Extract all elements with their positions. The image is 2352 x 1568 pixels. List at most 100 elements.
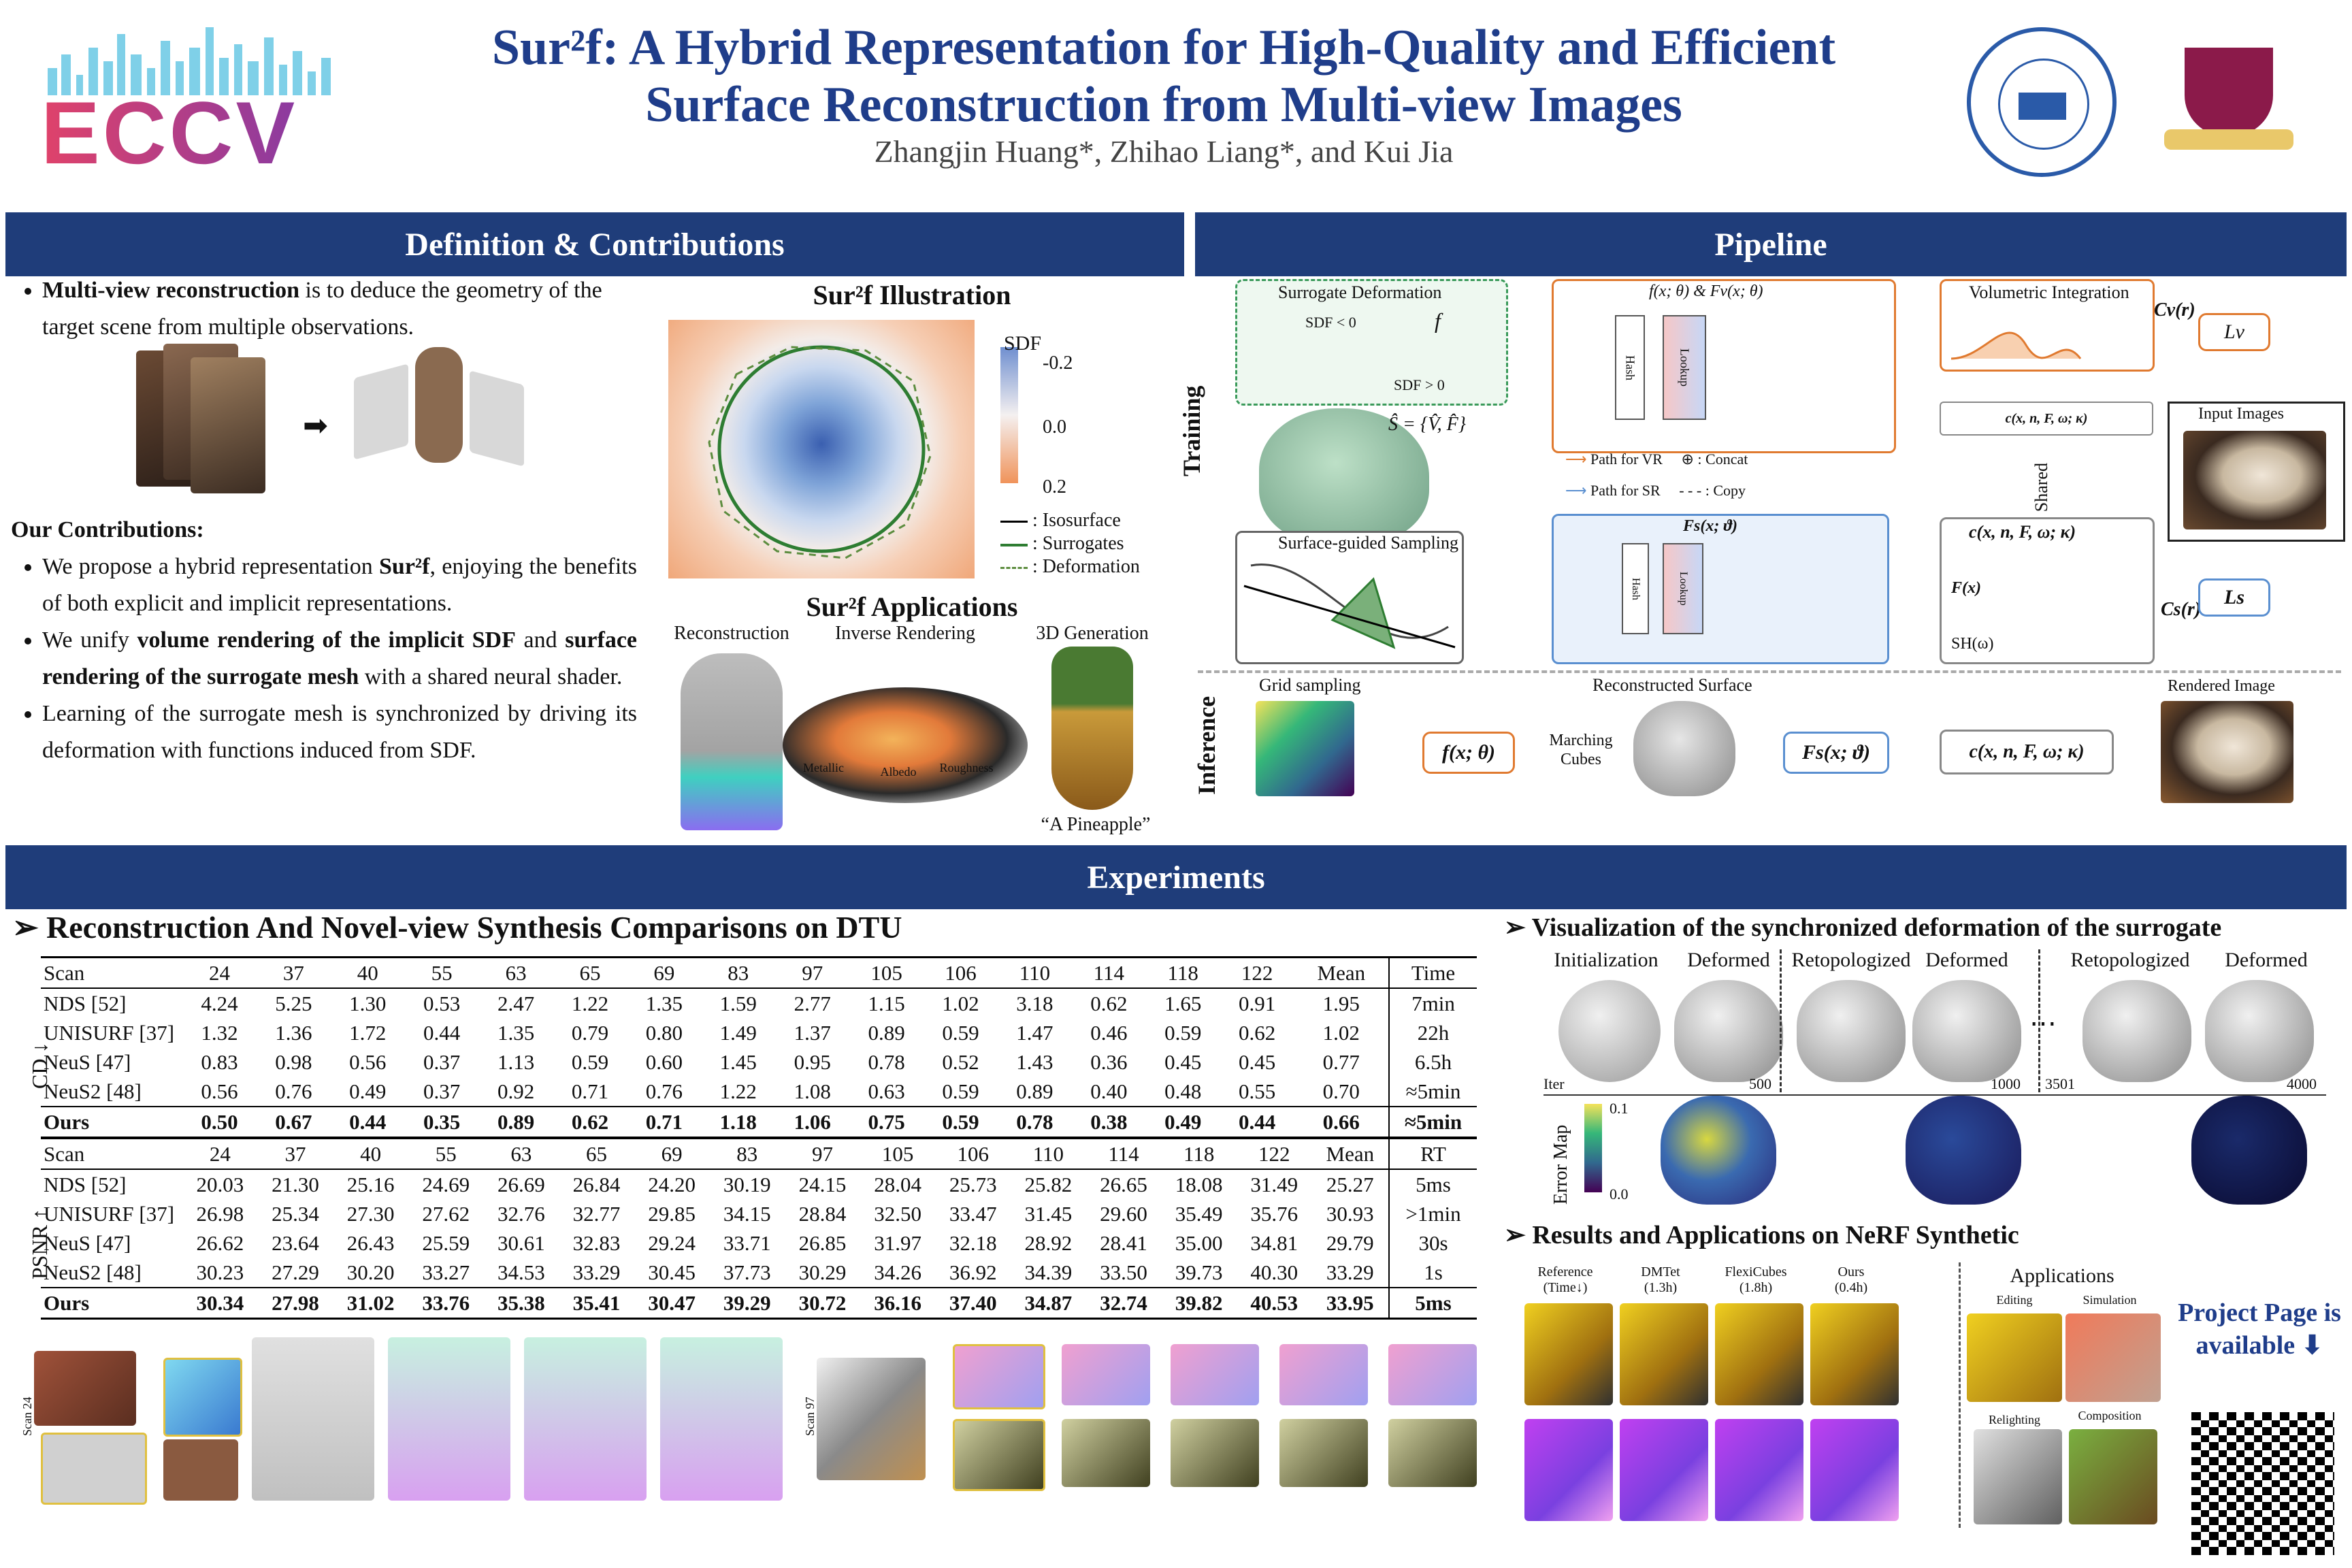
value-cell: 34.26 xyxy=(874,1260,921,1284)
sr-hash: Hash xyxy=(1622,543,1649,634)
table-row: Ours 30.34 27.98 31.02 33.76 35.38 35.41 30.47 3… xyxy=(41,1288,1477,1318)
value-cell: 25.27 xyxy=(1311,1169,1390,1199)
table-heading: ➢ Reconstruction And Novel-view Synthesi… xyxy=(12,910,902,945)
table-row: UNISURF [37] 1.32 1.36 1.72 0.44 1.35 0.79 0.80… xyxy=(41,1018,1477,1047)
applications-label: Applications xyxy=(2010,1264,2114,1287)
value-cell: 34.39 xyxy=(1024,1260,1073,1284)
value-cell: 1.45 xyxy=(719,1049,757,1074)
value-cell: 34.81 xyxy=(1250,1230,1298,1255)
value-cell: 30.23 xyxy=(196,1260,244,1284)
value-cell: 1.59 xyxy=(719,991,757,1015)
header-cell: Time xyxy=(1411,960,1456,985)
project-page-label[interactable]: Project Page is available ⬇ xyxy=(2178,1298,2341,1360)
value-cell: 30.34 xyxy=(196,1290,244,1315)
iter-4000: 4000 xyxy=(2287,1075,2317,1092)
value-cell: 1.02 xyxy=(1294,1018,1390,1047)
value-cell: 1.65 xyxy=(1164,991,1202,1015)
table-row: NeuS2 [48] 0.56 0.76 0.49 0.37 0.92 0.71 0.76 1.… xyxy=(41,1077,1477,1107)
value-cell: 28.41 xyxy=(1100,1230,1147,1255)
ls-box: Ls xyxy=(2198,578,2270,617)
app-reconstruction: Reconstruction xyxy=(674,623,789,644)
contributions: Our Contributions: We propose a hybrid r… xyxy=(11,512,637,769)
arrow-bullet-icon: ➢ xyxy=(12,910,39,945)
header-cell: 63 xyxy=(505,960,527,985)
vr-hash: Hash xyxy=(1615,315,1645,420)
psnr-body: NDS [52] 20.03 21.30 25.16 24.69 26.69 26.84 24… xyxy=(41,1169,1477,1318)
value-cell: 0.76 xyxy=(645,1079,683,1103)
value-cell: 1.30 xyxy=(349,991,387,1015)
value-cell: 0.59 xyxy=(571,1049,609,1074)
simulation-render xyxy=(2065,1313,2161,1402)
header-cell: Scan xyxy=(44,1141,85,1166)
cv-label: Cv(r) xyxy=(2154,299,2195,321)
lego-grid xyxy=(1524,1303,1906,1528)
contribution-1: We propose a hybrid representation Sur²f… xyxy=(42,549,637,622)
value-cell: 25.16 xyxy=(346,1172,395,1196)
header-cell: 37 xyxy=(282,960,304,985)
shader-sh: SH(ω) xyxy=(1951,635,1994,653)
value-cell: 0.53 xyxy=(423,991,461,1015)
contribution-2: We unify volume rendering of the implici… xyxy=(42,622,637,696)
contributions-heading: Our Contributions: xyxy=(11,517,204,542)
method-cell: NeuS [47] xyxy=(44,1049,131,1074)
cs-label: Cs(r) xyxy=(2161,599,2202,620)
scan97-strip xyxy=(817,1344,1497,1501)
header-cell: 37 xyxy=(284,1141,306,1166)
vis-label-retopo-1: Retopologized xyxy=(1791,949,1911,971)
value-cell: 7min xyxy=(1411,991,1455,1015)
value-cell: 31.02 xyxy=(346,1290,395,1315)
header-cell: 40 xyxy=(360,1141,382,1166)
value-cell: 25.82 xyxy=(1024,1172,1073,1196)
qr-code-icon[interactable] xyxy=(2191,1412,2334,1555)
value-cell: 31.45 xyxy=(1024,1201,1073,1226)
iter-3501: 3501 xyxy=(2045,1075,2075,1092)
inference-label: Inference xyxy=(1193,696,1220,795)
header-cell: 24 xyxy=(209,1141,231,1166)
value-cell: 28.04 xyxy=(874,1172,921,1196)
value-cell: 0.49 xyxy=(349,1079,387,1103)
inference-shader-box: c(x, n, F, ω; κ) xyxy=(1940,730,2114,774)
value-cell: 39.29 xyxy=(723,1290,771,1315)
vis-label-retopo-2: Retopologized xyxy=(2070,949,2190,971)
value-cell: 1.49 xyxy=(719,1020,757,1045)
value-cell: 0.75 xyxy=(868,1109,905,1134)
banner-definition: Definition & Contributions xyxy=(5,212,1184,276)
value-cell: 0.46 xyxy=(1090,1020,1128,1045)
value-cell: 30.47 xyxy=(648,1290,696,1315)
value-cell: 1.32 xyxy=(201,1020,238,1045)
value-cell: ≈5min xyxy=(1404,1109,1463,1134)
value-cell: 0.89 xyxy=(1016,1079,1054,1103)
value-cell: 0.56 xyxy=(349,1049,387,1074)
value-cell: 26.43 xyxy=(346,1230,395,1255)
header-cell: 97 xyxy=(811,1141,833,1166)
value-cell: 4.24 xyxy=(201,991,238,1015)
table-row: NeuS2 [48] 30.23 27.29 30.20 33.27 34.53 33.29… xyxy=(41,1258,1477,1288)
app-3d-generation: 3D Generation xyxy=(1036,623,1149,644)
sr-lookup: Lookup xyxy=(1663,543,1703,634)
value-cell: 0.60 xyxy=(645,1049,683,1074)
pineapple-caption: “A Pineapple” xyxy=(1041,814,1151,835)
mesh-retopo-2 xyxy=(2082,980,2191,1082)
value-cell: 0.45 xyxy=(1239,1049,1276,1074)
vr-block: f(x; θ) & Fv(x; θ) Hash Lookup xyxy=(1552,279,1896,453)
value-cell: 25.73 xyxy=(949,1172,997,1196)
cuhk-crest-icon xyxy=(2164,48,2293,157)
table-header-row: Scan 24 37 40 55 63 65 69 83 97 105 106 110 11… xyxy=(41,958,1477,988)
arrow-right-icon: ➡ xyxy=(303,409,328,442)
value-cell: 0.76 xyxy=(275,1079,312,1103)
value-cell: >1min xyxy=(1405,1201,1461,1226)
header-cell: 114 xyxy=(1093,960,1124,985)
error-map-2 xyxy=(1906,1096,2021,1205)
illustration-legend: : Isosurface : Surrogates : Deformation xyxy=(1000,509,1140,578)
value-cell: 0.67 xyxy=(275,1109,312,1134)
iter-1000: 1000 xyxy=(1991,1075,2021,1092)
value-cell: 35.00 xyxy=(1175,1230,1223,1255)
value-cell: ≈5min xyxy=(1405,1079,1461,1103)
value-cell: 0.38 xyxy=(1090,1109,1128,1134)
vis-label-deformed-3: Deformed xyxy=(2225,949,2308,971)
value-cell: 2.77 xyxy=(794,991,831,1015)
value-cell: 34.53 xyxy=(497,1260,545,1284)
value-cell: 20.03 xyxy=(196,1172,244,1196)
app-composition: Composition xyxy=(2078,1409,2142,1422)
header-cell: 110 xyxy=(1032,1141,1064,1166)
